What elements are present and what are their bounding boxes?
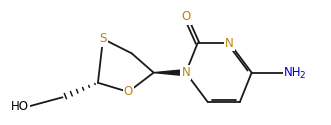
Text: S: S	[99, 32, 107, 45]
Text: O: O	[181, 10, 190, 23]
Text: N: N	[225, 37, 234, 50]
Text: HO: HO	[11, 100, 29, 113]
Text: NH: NH	[284, 66, 301, 79]
Polygon shape	[154, 70, 186, 76]
Text: O: O	[124, 85, 133, 98]
Text: N: N	[181, 66, 190, 79]
Text: 2: 2	[300, 71, 305, 80]
